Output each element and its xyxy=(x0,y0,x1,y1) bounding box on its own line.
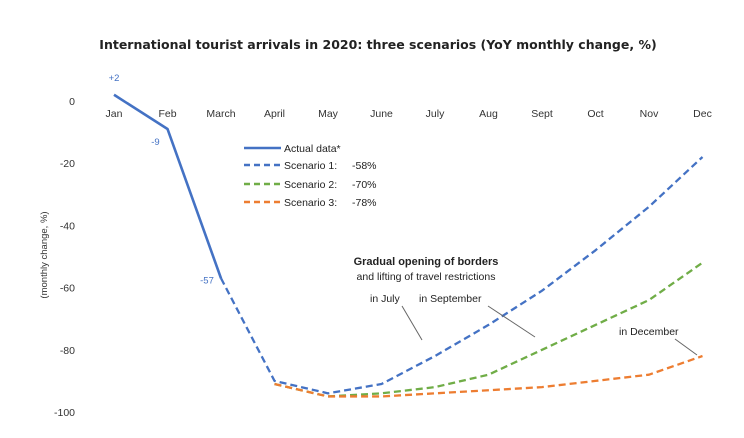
data-labels: +2 -9 -57 xyxy=(109,73,214,286)
x-tick-label: May xyxy=(318,108,339,120)
legend: Actual data* Scenario 1: -58% Scenario 2… xyxy=(244,143,377,209)
y-tick-label: -20 xyxy=(60,158,75,170)
x-tick-label: Sept xyxy=(531,108,553,120)
x-tick-label: Dec xyxy=(693,108,712,120)
series-line-3 xyxy=(274,354,703,398)
y-tick-label: 0 xyxy=(69,96,75,108)
annotation-heading: Gradual opening of borders xyxy=(354,256,499,268)
annotation-september: in September xyxy=(419,293,482,305)
legend-label-scenario-2: Scenario 2: xyxy=(284,179,337,191)
data-label: +2 xyxy=(109,73,120,84)
series-lines xyxy=(113,93,704,398)
annotations: Gradual opening of borders and lifting o… xyxy=(354,256,698,356)
x-tick-label: Oct xyxy=(587,108,603,120)
y-tick-label: -100 xyxy=(54,407,75,419)
legend-label-actual: Actual data* xyxy=(284,143,341,155)
legend-pct-scenario-3: -78% xyxy=(352,197,377,209)
annotation-july: in July xyxy=(370,293,401,305)
y-axis-label: (monthly change, %) xyxy=(39,211,50,298)
annotation-subheading: and lifting of travel restrictions xyxy=(357,271,496,283)
y-tick-label: -40 xyxy=(60,220,75,232)
x-tick-label: Nov xyxy=(640,108,659,120)
legend-label-scenario-3: Scenario 3: xyxy=(284,197,337,209)
data-label: -9 xyxy=(151,137,159,148)
x-tick-label: July xyxy=(426,108,445,120)
x-axis-ticks: Jan Feb March April May June July Aug Sept Oct Nov… xyxy=(106,108,712,120)
x-tick-label: Jan xyxy=(106,108,123,120)
legend-pct-scenario-2: -70% xyxy=(352,179,377,191)
series-line-1 xyxy=(219,156,704,395)
data-label: -57 xyxy=(200,275,214,286)
x-tick-label: April xyxy=(264,108,285,120)
y-axis-ticks: 0 -20 -40 -60 -80 -100 xyxy=(54,96,75,419)
legend-label-scenario-1: Scenario 1: xyxy=(284,160,337,172)
x-tick-label: Aug xyxy=(479,108,498,120)
pointer-september xyxy=(487,305,536,338)
x-tick-label: Feb xyxy=(158,108,176,120)
y-tick-label: -80 xyxy=(60,345,75,357)
pointer-december xyxy=(674,338,698,356)
series-line-0 xyxy=(113,93,223,279)
legend-pct-scenario-1: -58% xyxy=(352,160,377,172)
x-tick-label: March xyxy=(206,108,235,120)
chart-title: International tourist arrivals in 2020: … xyxy=(99,37,656,52)
y-tick-label: -60 xyxy=(60,283,75,295)
pointer-july xyxy=(401,305,423,341)
x-tick-label: June xyxy=(370,108,393,120)
annotation-december: in December xyxy=(619,326,679,338)
